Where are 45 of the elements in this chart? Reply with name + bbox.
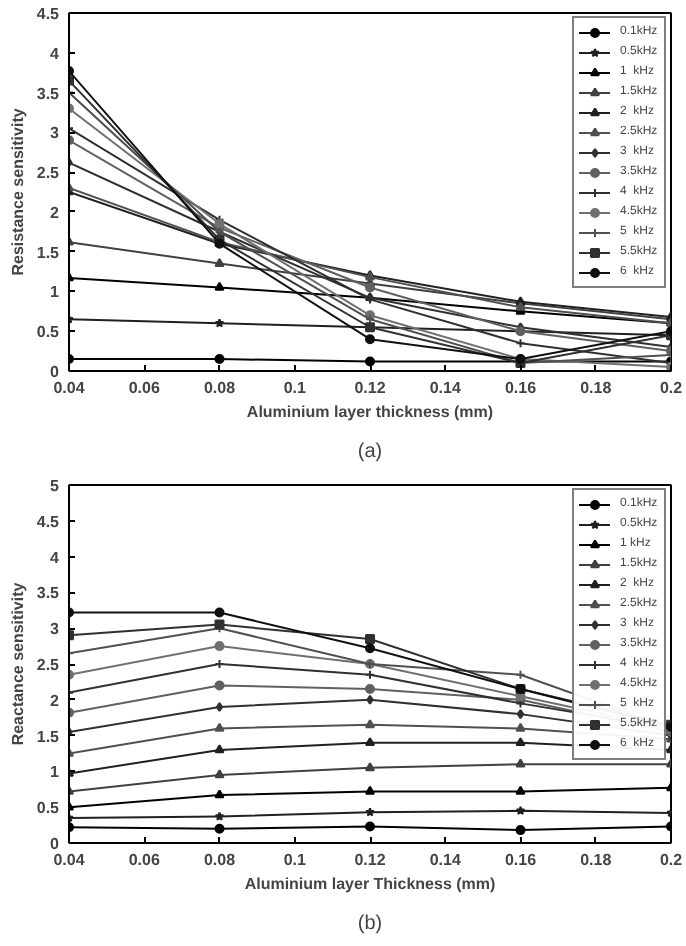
text: (b) bbox=[357, 913, 383, 935]
x-tick-label: 0.2 bbox=[659, 379, 684, 397]
y-tick-label: 2 bbox=[50, 203, 61, 222]
y-tick-label: 3.5 bbox=[36, 84, 61, 103]
y-tick-label: 1 bbox=[50, 763, 61, 782]
y-tick-label: 3.5 bbox=[36, 584, 61, 603]
x-tick-label: 0.18 bbox=[580, 851, 613, 869]
y-tick-label: 5 bbox=[50, 477, 61, 495]
y-tick-label: 1 bbox=[50, 283, 61, 302]
x-tick-label: 0.08 bbox=[203, 379, 237, 397]
text: (a) bbox=[357, 441, 383, 463]
x-tick-label: 0.04 bbox=[53, 379, 86, 397]
y-tick-label: 2.5 bbox=[36, 164, 61, 183]
y-tick-label: 0.5 bbox=[36, 323, 61, 342]
x-tick-label: 0.04 bbox=[53, 851, 86, 869]
y-axis-title: Reactance sensitivity bbox=[8, 581, 27, 746]
x-tick-label: 0.06 bbox=[128, 379, 161, 397]
x-tick-label: 0.16 bbox=[504, 379, 538, 397]
y-tick-label: 4.5 bbox=[36, 512, 61, 531]
y-tick-label: 0 bbox=[50, 363, 61, 381]
x-tick-label: 0.18 bbox=[580, 379, 613, 397]
y-axis-title: Resistance sensitivity bbox=[8, 107, 27, 276]
y-tick-label: 2 bbox=[50, 691, 61, 710]
x-tick-label: 0.1 bbox=[283, 851, 307, 869]
y-tick-label: 2.5 bbox=[36, 656, 61, 674]
x-tick-label: 0.16 bbox=[504, 851, 538, 869]
x-tick-label: 0.12 bbox=[354, 851, 387, 869]
x-tick-label: 0.14 bbox=[429, 851, 462, 869]
y-tick-label: 1.5 bbox=[36, 727, 61, 746]
x-tick-label: 0.1 bbox=[283, 379, 307, 397]
y-tick-label: 1.5 bbox=[36, 243, 61, 262]
y-tick-label: 0 bbox=[50, 835, 61, 853]
x-tick-label: 0.06 bbox=[128, 851, 161, 869]
y-tick-label: 3 bbox=[50, 124, 61, 143]
x-tick-label: 0.14 bbox=[429, 379, 462, 397]
y-tick-label: 3 bbox=[50, 620, 61, 639]
x-tick-label: 0.2 bbox=[659, 851, 684, 869]
y-tick-label: 0.5 bbox=[36, 799, 61, 818]
y-tick-label: 4.5 bbox=[36, 5, 61, 23]
x-tick-label: 0.12 bbox=[354, 379, 387, 397]
y-tick-label: 4 bbox=[50, 44, 61, 63]
y-tick-label: 4 bbox=[50, 548, 61, 567]
x-axis-title: Aluminium layer Thickness (mm) bbox=[244, 875, 497, 893]
x-tick-label: 0.08 bbox=[203, 851, 237, 869]
x-axis-title: Aluminium layer thickness (mm) bbox=[246, 403, 494, 421]
